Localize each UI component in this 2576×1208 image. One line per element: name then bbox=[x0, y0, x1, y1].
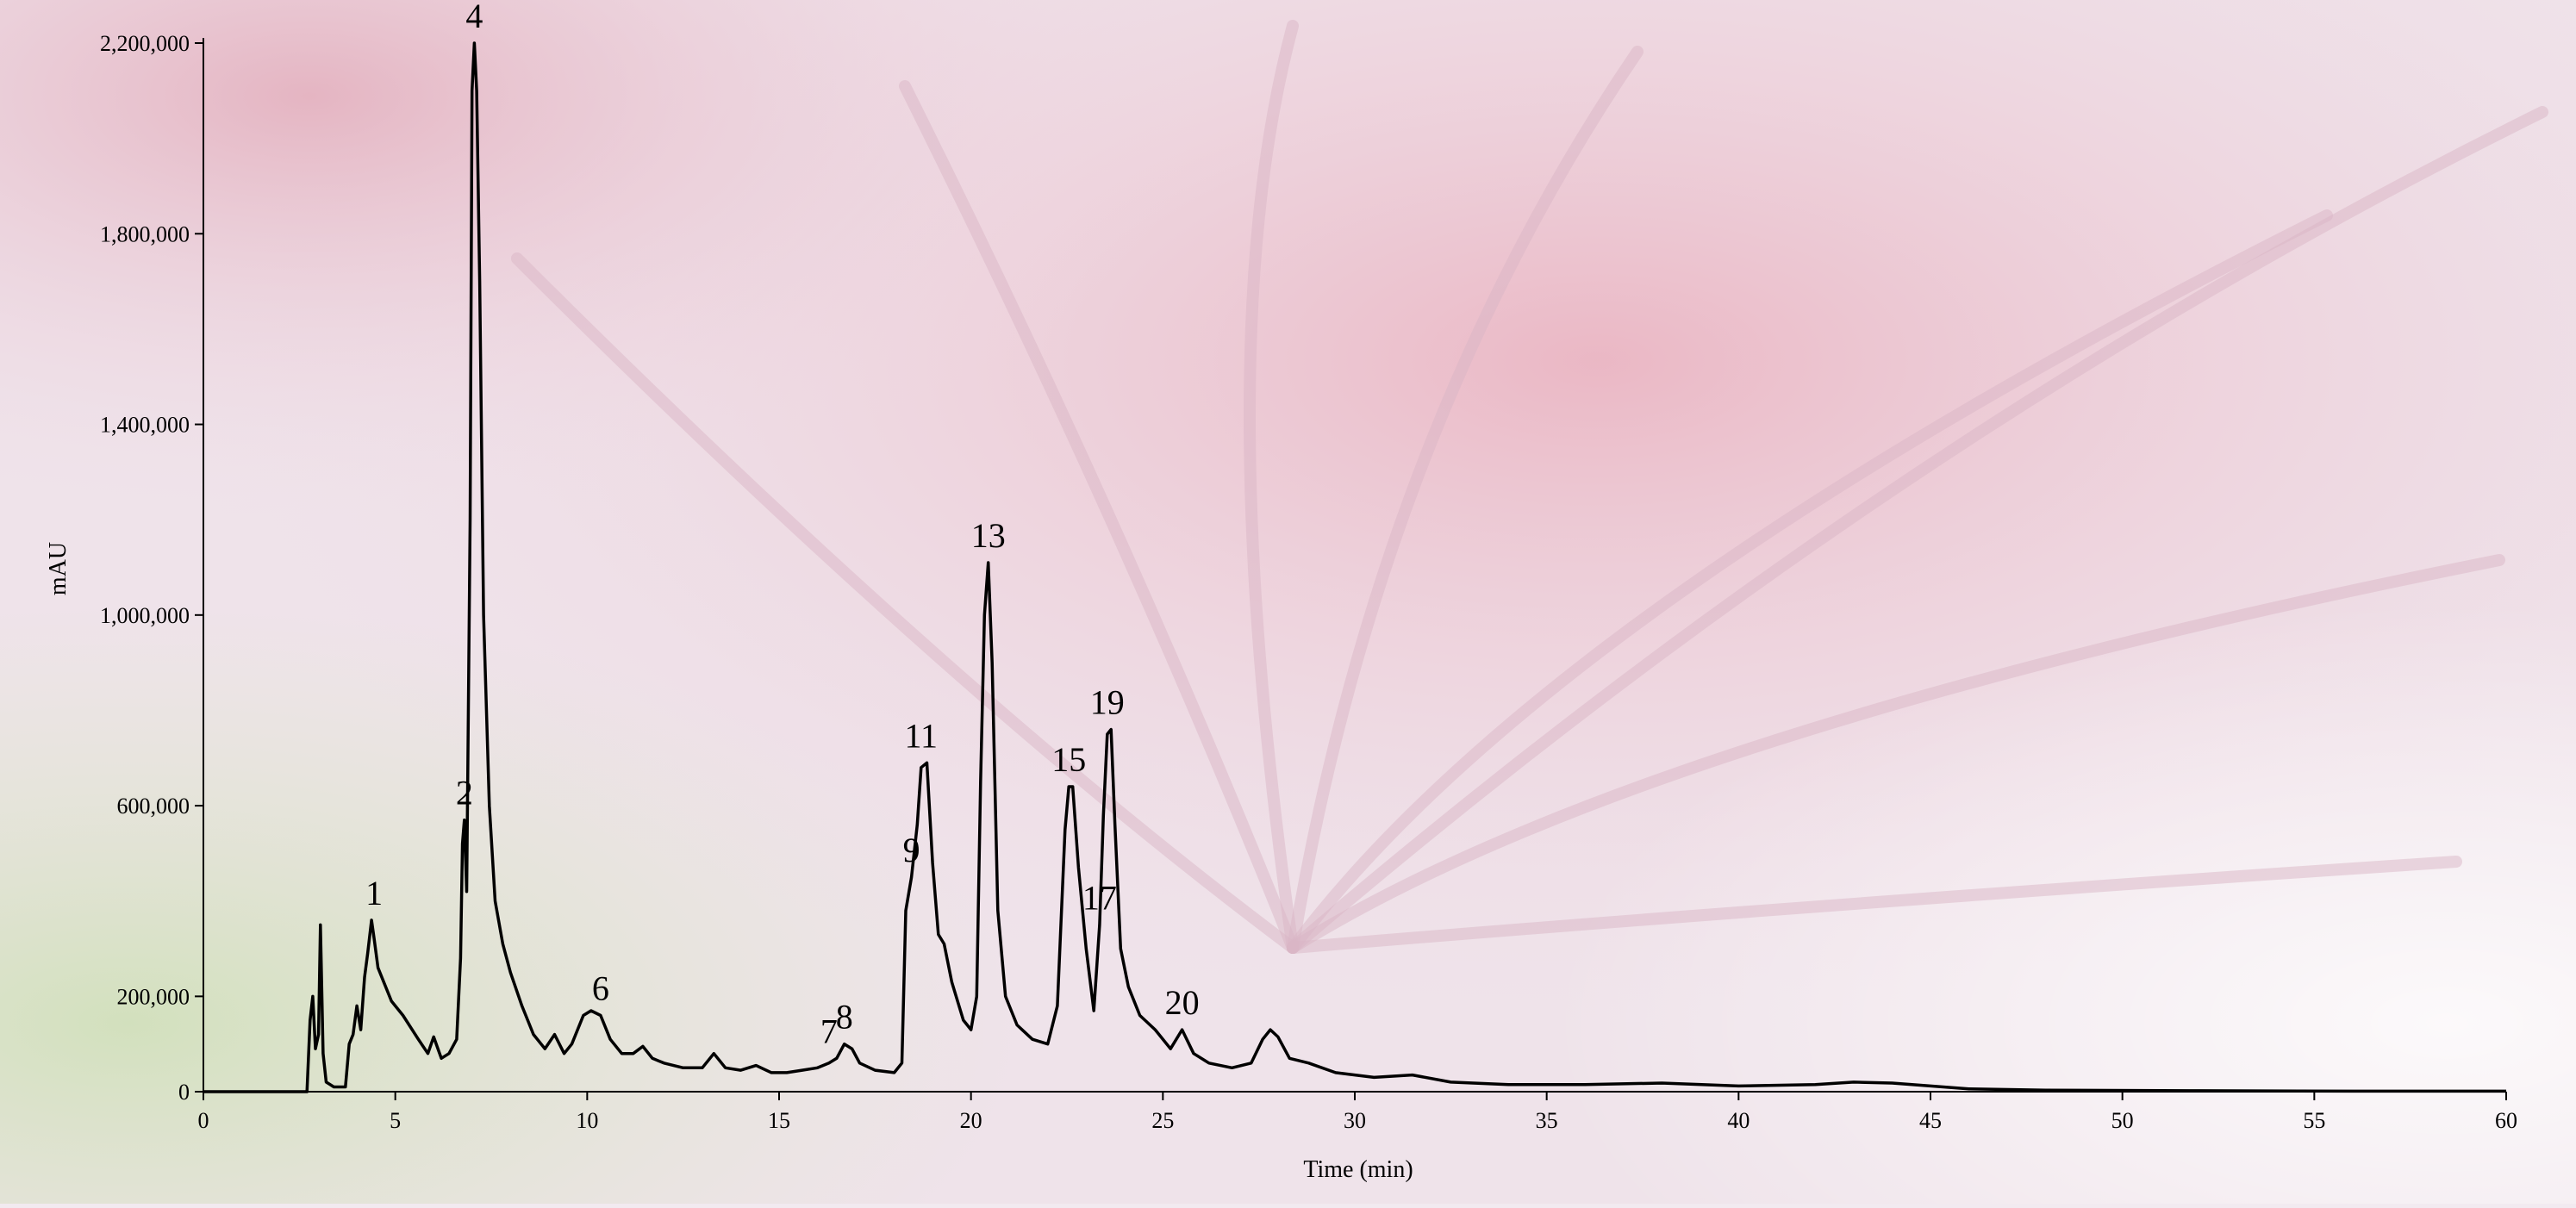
x-tick-label: 30 bbox=[1344, 1108, 1366, 1133]
x-tick-label: 5 bbox=[390, 1108, 401, 1133]
peak-label: 8 bbox=[836, 998, 853, 1037]
peak-label: 4 bbox=[465, 0, 483, 35]
peak-label: 6 bbox=[592, 968, 609, 1007]
peak-annotations: 1 2 4 6 78 9 11 13 15 17 19 20 bbox=[365, 0, 1199, 1050]
y-tick-label: 2,200,000 bbox=[100, 31, 190, 56]
x-tick-label: 10 bbox=[576, 1108, 598, 1133]
x-axis-title: Time (min) bbox=[1303, 1156, 1413, 1183]
peak-label: 17 bbox=[1082, 878, 1117, 917]
x-tick-label: 60 bbox=[2495, 1108, 2517, 1133]
x-tick-label: 45 bbox=[1919, 1108, 1942, 1133]
x-tick-label: 50 bbox=[2111, 1108, 2134, 1133]
x-tick-label: 55 bbox=[2303, 1108, 2325, 1133]
series-layer bbox=[203, 41, 2506, 1093]
y-tick-label: 1,000,000 bbox=[100, 603, 190, 628]
y-tick-label: 600,000 bbox=[117, 794, 190, 819]
peak-label: 20 bbox=[1165, 983, 1200, 1022]
y-tick-label: 1,800,000 bbox=[100, 221, 190, 246]
x-tick-label: 35 bbox=[1536, 1108, 1558, 1133]
peak-label: 9 bbox=[903, 831, 920, 869]
x-tick-label: 20 bbox=[960, 1108, 982, 1133]
peak-label: 11 bbox=[905, 716, 939, 755]
series-line-0 bbox=[203, 41, 2506, 1093]
y-tick-label: 1,400,000 bbox=[100, 413, 190, 438]
y-tick-label: 200,000 bbox=[117, 984, 190, 1009]
peak-label: 2 bbox=[456, 774, 473, 813]
x-tick-label: 0 bbox=[198, 1108, 209, 1133]
x-tick-label: 40 bbox=[1727, 1108, 1750, 1133]
peak-label: 7 bbox=[820, 1012, 838, 1050]
peak-label: 1 bbox=[365, 874, 383, 912]
peak-label: 19 bbox=[1090, 683, 1125, 722]
x-tick-label: 15 bbox=[768, 1108, 790, 1133]
peak-label: 13 bbox=[971, 516, 1006, 555]
x-tick-label: 25 bbox=[1151, 1108, 1174, 1133]
y-tick-label: 0 bbox=[178, 1080, 190, 1105]
peak-label: 15 bbox=[1051, 740, 1086, 779]
y-axis-title: mAU bbox=[45, 542, 72, 595]
